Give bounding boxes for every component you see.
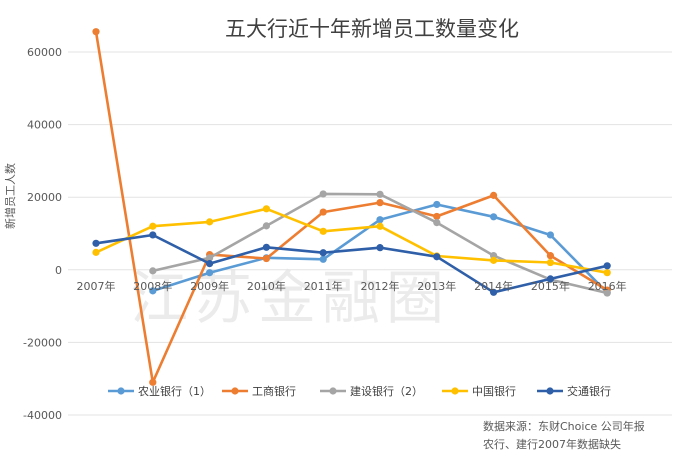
y-tick-label: 60000 xyxy=(27,46,62,59)
data-point xyxy=(376,222,384,230)
data-point xyxy=(546,252,555,260)
data-point xyxy=(149,222,157,230)
y-tick-label: -20000 xyxy=(23,336,62,349)
x-tick-label: 2015年 xyxy=(531,279,570,293)
data-point xyxy=(319,208,327,216)
series-line xyxy=(95,207,608,274)
data-point xyxy=(262,222,270,230)
x-tick-label: 2007年 xyxy=(77,279,116,293)
legend-label: 建设银行（2） xyxy=(350,384,423,398)
chart-title: 五大行近十年新增员工数量变化 xyxy=(225,17,519,41)
data-point xyxy=(206,218,214,226)
legend-marker xyxy=(117,387,125,395)
series-lines xyxy=(92,28,611,386)
data-point xyxy=(92,248,100,256)
y-axis-label: 新增员工人数 xyxy=(3,163,17,229)
x-tick-label: 2009年 xyxy=(190,279,229,293)
x-tick-label: 2011年 xyxy=(304,279,343,293)
data-point xyxy=(433,253,441,261)
legend-label: 中国银行 xyxy=(472,384,516,398)
x-tick-label: 2008年 xyxy=(133,279,172,293)
series-line xyxy=(94,31,608,384)
data-point xyxy=(433,212,441,221)
data-point xyxy=(433,219,441,227)
series-4 xyxy=(92,231,611,296)
series-1 xyxy=(92,28,611,386)
y-tick-label: 0 xyxy=(55,264,62,277)
data-point xyxy=(262,205,270,213)
y-axis-ticks: 60000 40000 20000 0 -20000 -40000 xyxy=(23,46,62,422)
data-point xyxy=(262,243,270,251)
data-point xyxy=(603,269,611,277)
legend-item: 交通银行 xyxy=(537,384,611,398)
x-tick-label: 2010年 xyxy=(247,279,286,293)
legend-item: 建设银行（2） xyxy=(320,384,423,398)
data-point xyxy=(490,191,498,199)
x-tick-label: 2014年 xyxy=(474,279,513,293)
data-point xyxy=(206,269,214,277)
x-axis-ticks: 2007年 2008年 2009年 2010年 2011年 2012年 2013年 2014年… xyxy=(77,279,627,293)
data-point xyxy=(149,378,157,386)
data-point xyxy=(490,288,498,296)
legend-label: 工商银行 xyxy=(252,384,296,398)
legend-marker xyxy=(231,387,239,395)
legend-label: 农业银行（1） xyxy=(138,384,211,398)
data-point xyxy=(490,256,498,264)
data-point xyxy=(376,199,384,207)
data-point xyxy=(319,190,327,198)
legend-item: 工商银行 xyxy=(222,384,296,398)
data-point xyxy=(376,244,384,252)
data-point xyxy=(433,200,441,209)
data-point xyxy=(92,28,100,36)
data-point xyxy=(376,216,384,224)
data-point xyxy=(546,275,555,283)
data-point xyxy=(319,227,327,235)
data-point xyxy=(603,262,611,270)
y-tick-label: 20000 xyxy=(27,191,62,204)
data-point xyxy=(319,255,327,263)
data-point xyxy=(546,258,555,267)
legend-marker xyxy=(329,387,337,395)
y-tick-label: -40000 xyxy=(23,409,62,422)
legend-item: 中国银行 xyxy=(442,384,516,398)
data-point xyxy=(149,287,157,295)
data-point xyxy=(206,260,214,268)
source-line-2: 农行、建行2007年数据缺失 xyxy=(483,437,621,451)
data-point xyxy=(149,267,157,275)
data-point xyxy=(490,213,498,221)
legend-label: 交通银行 xyxy=(567,384,611,398)
x-tick-label: 2012年 xyxy=(361,279,400,293)
data-point xyxy=(206,254,214,262)
legend-item: 农业银行（1） xyxy=(108,384,211,398)
data-point xyxy=(376,190,384,198)
source-line-1: 数据来源：东财Choice 公司年报 xyxy=(483,419,645,433)
gridlines xyxy=(68,51,672,416)
data-point xyxy=(262,254,270,263)
y-tick-label: 40000 xyxy=(27,119,62,132)
data-point xyxy=(319,249,327,257)
series-line xyxy=(95,233,608,294)
data-point xyxy=(603,289,611,297)
x-tick-label: 2016年 xyxy=(588,279,627,293)
legend: 农业银行（1） 工商银行 建设银行（2） 中国银行 交通银行 xyxy=(108,384,611,398)
data-point xyxy=(546,231,555,239)
watermark: 江苏金融圈 xyxy=(130,264,450,332)
data-point xyxy=(92,239,100,247)
data-point xyxy=(149,231,157,239)
legend-marker xyxy=(546,387,554,395)
legend-marker xyxy=(451,387,459,395)
x-tick-label: 2013年 xyxy=(417,279,456,293)
